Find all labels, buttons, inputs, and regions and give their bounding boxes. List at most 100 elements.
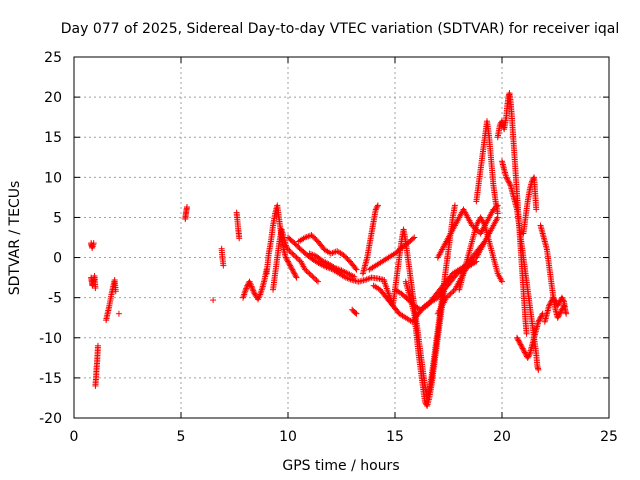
data-point xyxy=(556,312,563,319)
data-point xyxy=(210,297,217,304)
x-tick-label: 5 xyxy=(177,429,186,445)
data-point xyxy=(283,243,290,250)
data-point xyxy=(557,309,564,316)
data-point xyxy=(92,285,99,292)
data-point xyxy=(353,266,360,273)
data-point xyxy=(289,267,296,274)
data-point xyxy=(285,246,291,253)
data-point xyxy=(374,202,381,209)
data-point xyxy=(516,340,523,347)
data-point xyxy=(115,310,122,317)
y-tick-label: -20 xyxy=(39,411,62,427)
data-point xyxy=(505,178,512,185)
data-point xyxy=(518,342,525,349)
data-point xyxy=(304,269,311,276)
data-point xyxy=(521,348,528,355)
data-point xyxy=(559,296,566,303)
data-point xyxy=(506,181,513,188)
data-point xyxy=(449,289,456,296)
data-point xyxy=(295,243,302,250)
grid-lines xyxy=(74,57,609,418)
x-tick-label: 25 xyxy=(600,429,618,445)
y-tick-label: 15 xyxy=(44,130,62,146)
data-point xyxy=(250,289,257,296)
data-point xyxy=(556,310,563,317)
data-point xyxy=(307,271,314,278)
data-point xyxy=(499,278,505,285)
data-point xyxy=(514,336,521,343)
data-point xyxy=(285,259,292,266)
data-point xyxy=(547,300,554,307)
data-point xyxy=(408,300,415,307)
data-point xyxy=(112,288,119,295)
data-point xyxy=(351,273,358,280)
data-point xyxy=(287,262,294,269)
x-tick-labels: 0 5 10 15 20 25 xyxy=(70,429,618,445)
data-point xyxy=(523,330,530,337)
data-point xyxy=(519,345,526,352)
data-point xyxy=(555,313,562,320)
x-axis-label: GPS time / hours xyxy=(282,458,399,474)
data-point xyxy=(290,251,297,258)
data-point xyxy=(282,254,289,261)
y-tick-label: -15 xyxy=(39,371,62,387)
x-tick-label: 20 xyxy=(493,429,511,445)
data-point xyxy=(286,261,293,268)
data-point xyxy=(284,257,291,264)
data-point xyxy=(407,298,414,305)
data-point xyxy=(546,302,553,309)
data-point xyxy=(352,309,359,316)
data-point xyxy=(451,202,458,209)
data-point xyxy=(183,204,190,211)
data-point xyxy=(287,249,294,256)
data-point xyxy=(515,337,522,344)
data-point xyxy=(309,273,316,280)
y-axis-label: SDTVAR / TECUs xyxy=(7,181,23,296)
y-tick-label: 20 xyxy=(44,90,62,106)
data-point xyxy=(558,294,565,301)
data-point xyxy=(503,174,510,181)
data-point xyxy=(236,235,243,242)
data-point xyxy=(242,286,249,293)
data-point xyxy=(291,270,298,277)
data-point xyxy=(313,277,320,284)
data-point xyxy=(521,349,528,356)
y-tick-label: 5 xyxy=(53,210,62,226)
data-point xyxy=(533,206,540,213)
y-tick-label: 25 xyxy=(44,50,62,66)
data-point xyxy=(546,301,553,308)
data-point xyxy=(563,310,570,317)
data-point xyxy=(289,266,296,273)
data-point xyxy=(290,269,297,276)
data-point xyxy=(536,316,543,323)
data-point xyxy=(292,253,299,260)
data-point xyxy=(504,177,511,184)
data-point xyxy=(536,317,543,324)
y-tick-label: 0 xyxy=(53,251,62,267)
data-point xyxy=(535,318,542,325)
data-point xyxy=(289,250,296,257)
data-point xyxy=(411,234,418,241)
data-point xyxy=(554,314,561,321)
data-point xyxy=(340,252,347,259)
data-point xyxy=(525,353,532,360)
y-tick-label: 10 xyxy=(44,170,62,186)
data-point xyxy=(293,254,300,261)
data-point xyxy=(291,240,298,247)
plot-frame xyxy=(73,56,610,419)
data-point xyxy=(293,242,300,249)
data-point xyxy=(409,235,416,242)
x-tick-label: 10 xyxy=(279,429,297,445)
data-point xyxy=(94,342,101,349)
y-tick-labels: -20 -15 -10 -5 0 5 10 15 20 25 xyxy=(39,50,62,427)
data-point xyxy=(518,344,525,351)
data-point xyxy=(516,338,523,345)
data-point xyxy=(308,232,315,239)
data-point xyxy=(249,286,256,293)
data-point xyxy=(494,210,501,217)
data-point xyxy=(249,284,256,291)
x-tick-label: 15 xyxy=(386,429,404,445)
data-point xyxy=(243,285,250,292)
data-point xyxy=(517,341,524,348)
